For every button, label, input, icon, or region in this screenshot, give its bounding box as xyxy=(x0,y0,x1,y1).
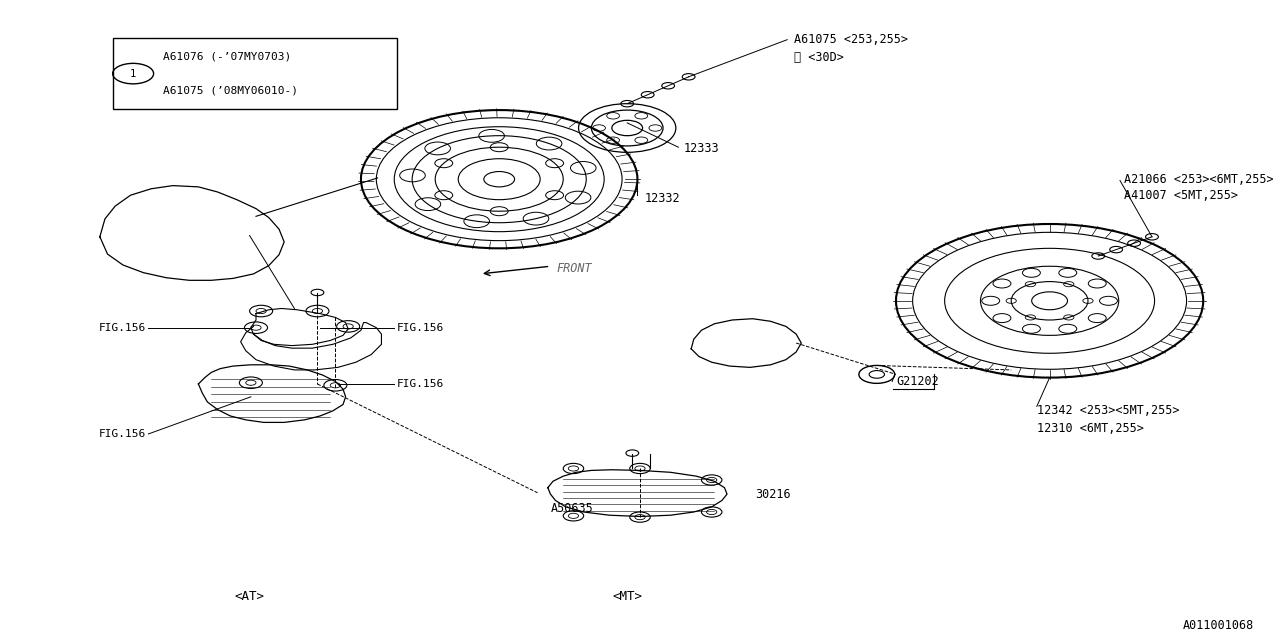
Text: FIG.156: FIG.156 xyxy=(397,323,444,333)
Text: 1: 1 xyxy=(131,68,136,79)
Text: 12310 <6MT,255>: 12310 <6MT,255> xyxy=(1037,422,1143,435)
Text: <AT>: <AT> xyxy=(234,590,265,603)
Text: A011001068: A011001068 xyxy=(1183,620,1254,632)
Text: 12332: 12332 xyxy=(645,192,681,205)
Text: A61075 (’08MY06010-): A61075 (’08MY06010-) xyxy=(163,86,297,96)
Text: A50635: A50635 xyxy=(550,502,593,515)
Text: 30216: 30216 xyxy=(755,488,791,500)
Text: A41007 <5MT,255>: A41007 <5MT,255> xyxy=(1124,189,1238,202)
Text: FIG.156: FIG.156 xyxy=(397,379,444,389)
Text: A21066 <253><6MT,255>: A21066 <253><6MT,255> xyxy=(1124,173,1274,186)
Text: <MT>: <MT> xyxy=(612,590,643,603)
Text: FIG.156: FIG.156 xyxy=(99,323,146,333)
Text: FRONT: FRONT xyxy=(557,262,593,275)
Text: G21202: G21202 xyxy=(896,375,938,388)
Bar xyxy=(113,38,397,109)
Text: FIG.156: FIG.156 xyxy=(99,429,146,439)
Text: ① <30D>: ① <30D> xyxy=(794,51,844,64)
Text: A61076 (-’07MY0703): A61076 (-’07MY0703) xyxy=(163,51,291,61)
Text: 12342 <253><5MT,255>: 12342 <253><5MT,255> xyxy=(1037,404,1179,417)
Text: 12333: 12333 xyxy=(684,142,719,155)
Text: A61075 <253,255>: A61075 <253,255> xyxy=(794,33,908,46)
